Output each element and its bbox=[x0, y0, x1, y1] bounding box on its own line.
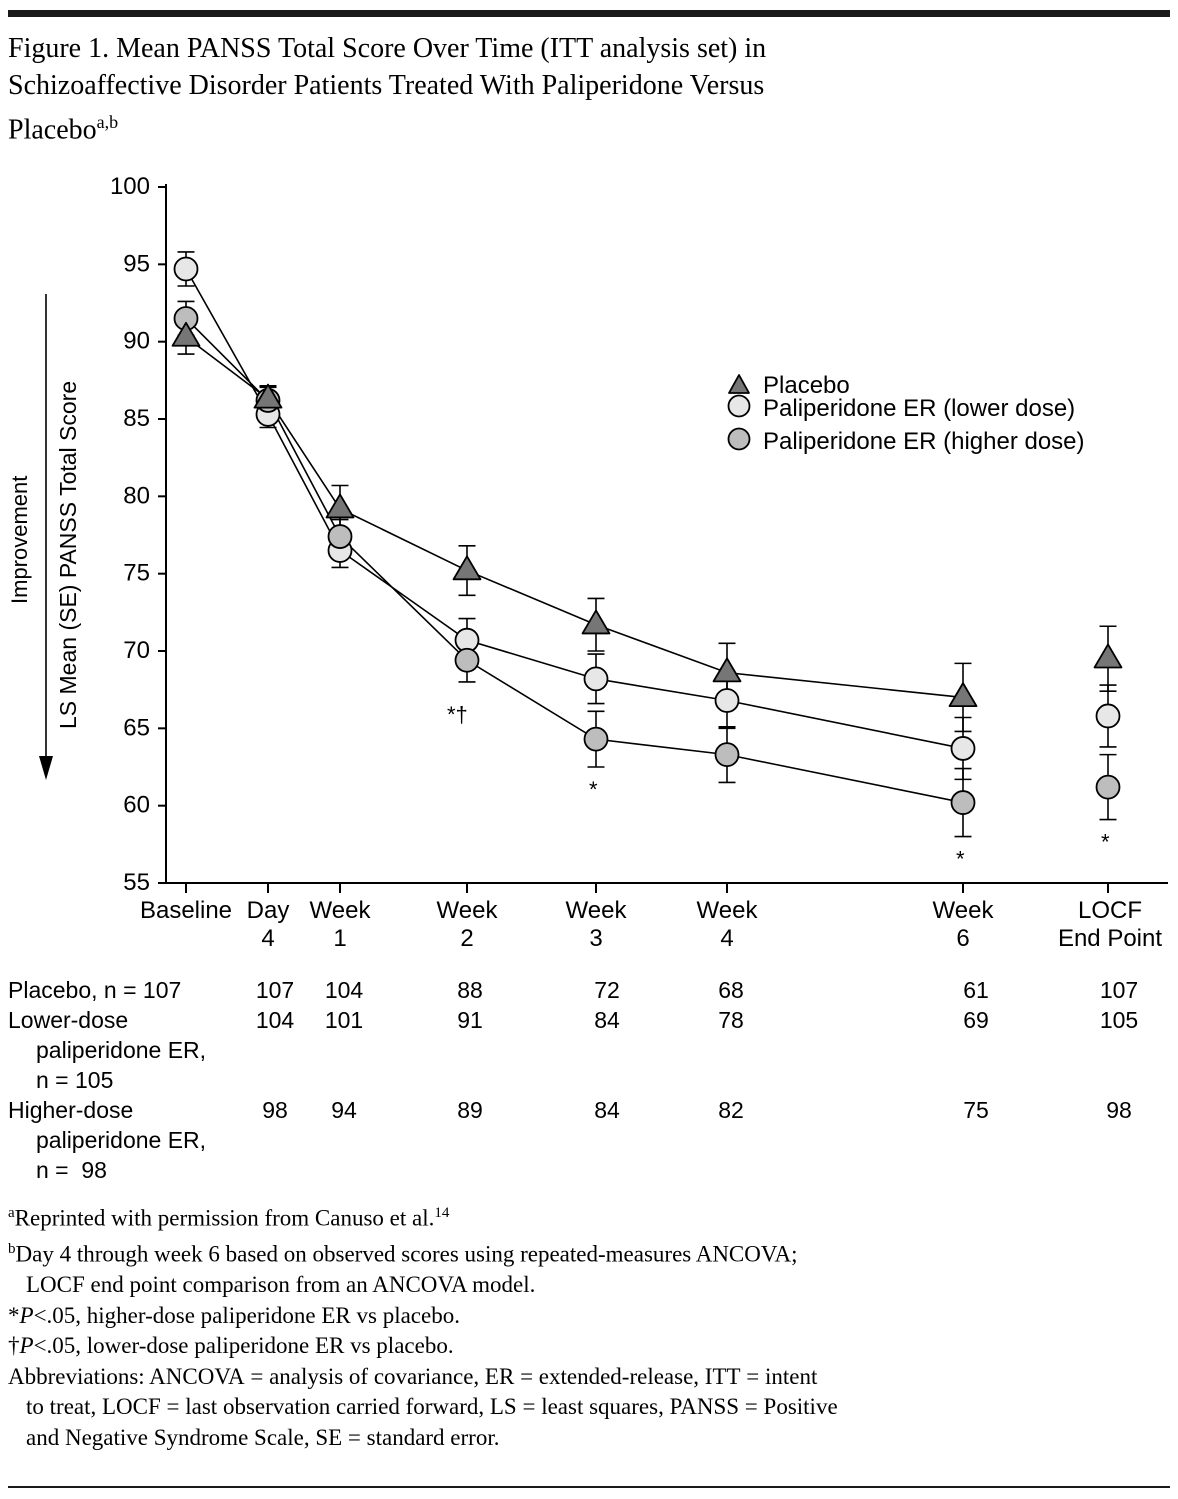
svg-text:90: 90 bbox=[123, 328, 150, 355]
svg-text:*†: *† bbox=[447, 702, 468, 727]
svg-text:55: 55 bbox=[123, 869, 150, 896]
svg-text:80: 80 bbox=[123, 482, 150, 509]
svg-text:95: 95 bbox=[123, 250, 150, 277]
svg-text:*: * bbox=[1101, 830, 1110, 855]
svg-text:65: 65 bbox=[123, 714, 150, 741]
svg-text:100: 100 bbox=[110, 173, 150, 200]
svg-text:85: 85 bbox=[123, 405, 150, 432]
svg-text:*: * bbox=[956, 847, 965, 872]
svg-text:75: 75 bbox=[123, 560, 150, 587]
svg-text:70: 70 bbox=[123, 637, 150, 664]
svg-text:*: * bbox=[589, 777, 598, 802]
svg-text:60: 60 bbox=[123, 792, 150, 819]
